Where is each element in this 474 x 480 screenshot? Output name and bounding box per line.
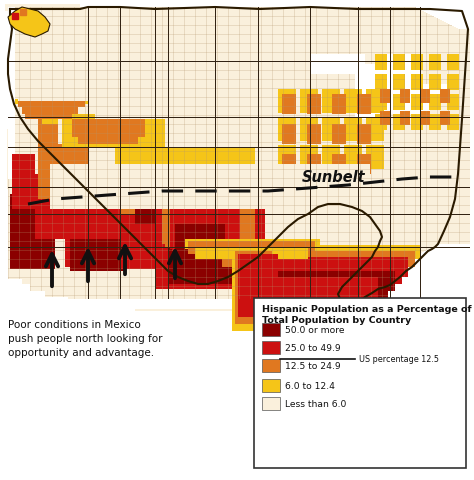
Polygon shape	[8, 8, 50, 38]
Text: Sunbelt: Sunbelt	[302, 169, 365, 185]
Polygon shape	[20, 10, 26, 16]
Bar	[262, 324, 280, 336]
Text: 50.0 or more: 50.0 or more	[285, 326, 345, 335]
Text: 6.0 to 12.4: 6.0 to 12.4	[285, 382, 335, 391]
Bar	[262, 379, 280, 392]
Text: Less than 6.0: Less than 6.0	[285, 400, 346, 408]
Text: 25.0 to 49.9: 25.0 to 49.9	[285, 344, 341, 353]
Polygon shape	[12, 14, 18, 20]
Bar	[262, 341, 280, 354]
Text: Poor conditions in Mexico
push people north looking for
opportunity and advantag: Poor conditions in Mexico push people no…	[8, 319, 163, 357]
Text: US percentage 12.5: US percentage 12.5	[359, 355, 439, 364]
Text: Hispanic Population as a Percentage of
Total Population by Country: Hispanic Population as a Percentage of T…	[262, 304, 472, 324]
FancyBboxPatch shape	[254, 299, 466, 468]
Text: 12.5 to 24.9: 12.5 to 24.9	[285, 362, 341, 371]
Bar	[262, 397, 280, 410]
Bar	[262, 359, 280, 372]
